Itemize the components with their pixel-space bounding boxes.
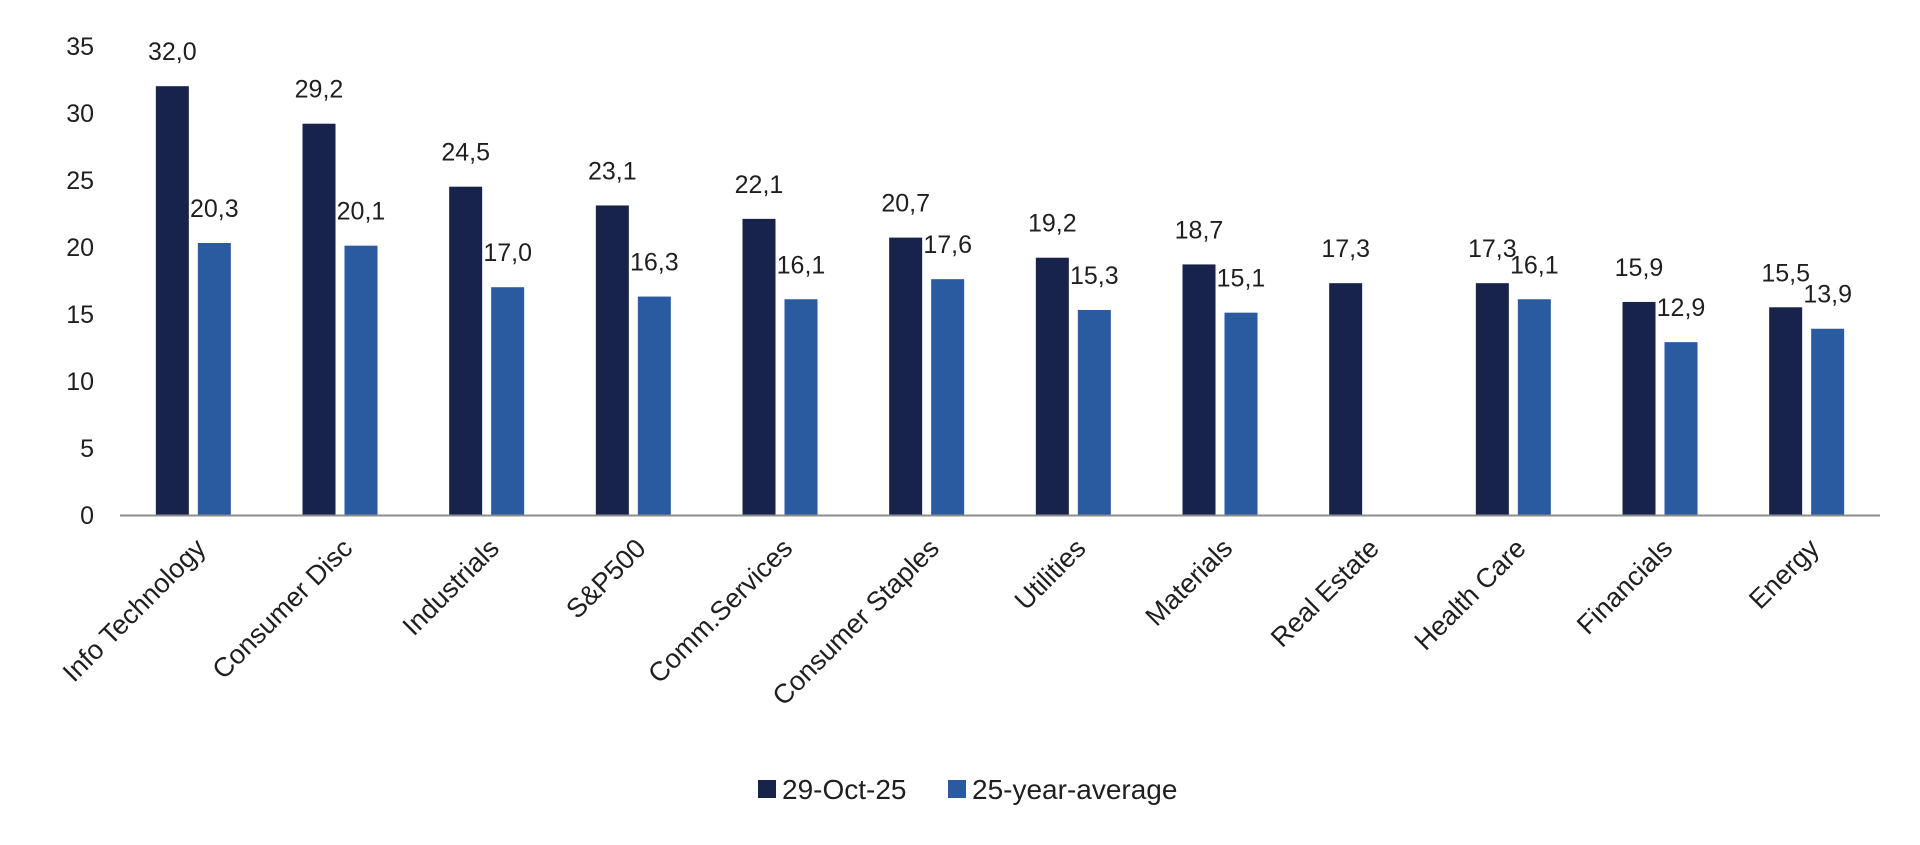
- bar-current: [1769, 307, 1803, 515]
- y-axis: 0 5 10 15 20 25 30 35: [66, 33, 94, 530]
- data-label: 23,1: [588, 157, 637, 185]
- bar-average: [344, 245, 378, 515]
- bar-average: [1517, 299, 1551, 515]
- y-tick-label: 25: [66, 167, 94, 195]
- bar-average: [1664, 342, 1698, 515]
- bar-average: [1224, 312, 1258, 515]
- x-tick-label: Health Care: [1408, 533, 1531, 656]
- data-label: 15,1: [1217, 265, 1266, 293]
- data-label: 13,9: [1803, 281, 1852, 309]
- bar-average: [1077, 309, 1111, 515]
- legend-swatch: [948, 780, 966, 798]
- bar-current: [1475, 283, 1509, 515]
- data-label: 15,3: [1070, 262, 1119, 290]
- x-tick-label: Utilities: [1009, 533, 1092, 616]
- data-label: 17,3: [1468, 235, 1517, 263]
- data-label: 12,9: [1657, 294, 1706, 322]
- legend-label: 29-Oct-25: [782, 774, 907, 805]
- x-tick-label: S&P500: [560, 533, 651, 624]
- bar-current: [155, 86, 189, 515]
- x-tick-label: Energy: [1743, 533, 1825, 615]
- x-tick-label: Real Estate: [1265, 533, 1385, 653]
- data-label: 16,1: [777, 251, 826, 279]
- bar-average: [197, 242, 231, 516]
- value-labels: 32,0 20,3 29,2 20,1 24,5 17,0 23,1 16,3 22,1 16,1…: [148, 38, 1852, 322]
- data-label: 24,5: [441, 139, 490, 167]
- y-tick-label: 15: [66, 301, 94, 329]
- data-label: 18,7: [1175, 216, 1224, 244]
- data-label: 15,5: [1761, 259, 1810, 287]
- bar-current: [595, 205, 629, 515]
- y-tick-label: 0: [80, 502, 94, 530]
- data-label: 22,1: [735, 171, 784, 199]
- data-label: 32,0: [148, 38, 197, 66]
- bar-average: [784, 299, 818, 515]
- data-label: 20,7: [881, 190, 930, 218]
- bars: [155, 86, 1845, 516]
- data-label: 19,2: [1028, 210, 1077, 238]
- data-label: 29,2: [295, 76, 344, 104]
- data-label: 17,3: [1321, 235, 1370, 263]
- bar-average: [491, 287, 525, 515]
- bar-current: [1182, 264, 1216, 515]
- data-label: 16,3: [630, 249, 679, 277]
- x-tick-label: Materials: [1140, 533, 1239, 632]
- y-tick-label: 5: [80, 435, 94, 463]
- y-tick-label: 30: [66, 100, 94, 128]
- bar-average: [637, 296, 671, 515]
- x-tick-label: Comm.Services: [642, 533, 798, 689]
- bar-average: [1811, 328, 1845, 515]
- x-tick-label: Financials: [1571, 533, 1678, 640]
- y-tick-label: 20: [66, 234, 94, 262]
- x-tick-label: Consumer Staples: [767, 533, 945, 711]
- bar-current: [449, 186, 483, 515]
- legend-swatch: [758, 780, 776, 798]
- data-label: 16,1: [1510, 251, 1559, 279]
- y-tick-label: 35: [66, 33, 94, 61]
- x-tick-label: Industrials: [397, 533, 505, 641]
- legend: 29-Oct-25 25-year-average: [758, 774, 1177, 805]
- data-label: 15,9: [1615, 254, 1664, 282]
- data-label: 17,6: [923, 231, 972, 259]
- y-tick-label: 10: [66, 368, 94, 396]
- data-label: 20,1: [337, 198, 386, 226]
- x-tick-label: Consumer Disc: [207, 533, 359, 685]
- bar-average: [931, 279, 965, 515]
- bar-current: [742, 218, 776, 516]
- data-label: 17,0: [483, 239, 532, 267]
- data-label: 20,3: [190, 195, 239, 223]
- legend-label: 25-year-average: [972, 774, 1177, 805]
- bar-current: [302, 123, 336, 515]
- bar-current: [1622, 301, 1656, 515]
- bar-current: [889, 237, 923, 515]
- bar-current: [1035, 257, 1069, 515]
- x-tick-label: Info Technology: [57, 533, 212, 688]
- bar-current: [1329, 283, 1363, 515]
